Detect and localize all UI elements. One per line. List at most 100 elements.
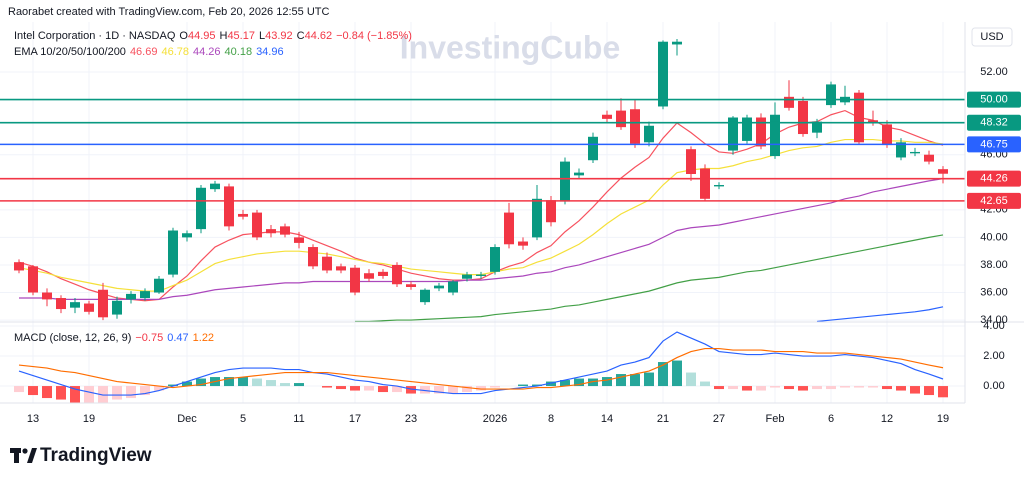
candle-body [126, 293, 136, 300]
candle-body [350, 267, 360, 293]
histogram-bar [910, 386, 920, 394]
level-label: 48.32 [980, 117, 1008, 129]
candle-body [154, 278, 164, 293]
currency-box[interactable] [971, 27, 1013, 47]
histogram-bar [322, 386, 332, 388]
ema-line [19, 178, 944, 300]
x-tick-label: Dec [177, 413, 197, 425]
candle-body [210, 183, 220, 190]
x-tick-label: 19 [937, 413, 949, 425]
histogram-bar [616, 374, 626, 387]
ohlc-value: 44.95 [188, 30, 216, 42]
candle-body [98, 289, 108, 318]
histogram-bar [350, 386, 360, 391]
candle-body [546, 200, 556, 223]
x-tick-label: 8 [548, 413, 554, 425]
candle-body [616, 110, 626, 128]
macd-value: 0.47 [167, 332, 188, 344]
candle-body [644, 125, 654, 143]
histogram-bar [224, 377, 234, 387]
candle-body [728, 117, 738, 151]
macd-title: MACD (close, 12, 26, 9) [14, 332, 131, 344]
histogram-bar [462, 386, 472, 393]
histogram-bar [728, 386, 738, 390]
x-tick-label: 27 [713, 413, 725, 425]
candle-body [742, 117, 752, 141]
watermark: InvestingCube [400, 29, 620, 65]
ohlc-value: 44.62 [305, 30, 333, 42]
histogram-bar [490, 386, 500, 388]
histogram-bar [770, 386, 780, 388]
histogram-bar [938, 386, 948, 398]
histogram-bar [742, 386, 752, 391]
histogram-bar [476, 386, 486, 391]
candle-body [238, 213, 248, 217]
candle-body [434, 285, 444, 289]
candle-body [602, 114, 612, 119]
histogram-bar [70, 386, 80, 403]
ohlc-key: O [179, 30, 188, 42]
macd-value: −0.75 [135, 332, 163, 344]
ema-value: 44.26 [193, 46, 221, 58]
credit: Raorabet created with TradingView.com, F… [8, 6, 329, 18]
ohlc-key: H [219, 30, 227, 42]
macd-line [18, 331, 944, 396]
candle-body [392, 264, 402, 285]
candle-body [560, 161, 570, 202]
ema-legend: EMA 10/20/50/100/200 46.69 46.78 44.26 40.18… [14, 46, 284, 58]
x-tick-label: Feb [766, 413, 785, 425]
histogram-bar [434, 386, 444, 394]
candle-body [910, 151, 920, 154]
candle-body [252, 212, 262, 238]
level-label-box [967, 114, 1021, 131]
histogram-bar [154, 386, 164, 391]
candle-body [490, 247, 500, 272]
histogram-bar [406, 386, 416, 394]
candle-body [714, 185, 724, 187]
ema-value: 34.96 [256, 46, 284, 58]
candle-body [686, 149, 696, 174]
histogram-bar [756, 386, 766, 391]
histogram-bar [518, 384, 528, 387]
candle-body [140, 291, 150, 299]
histogram-bar [854, 386, 864, 388]
ema-line [18, 138, 944, 292]
y-tick-label: 36.00 [980, 286, 1008, 298]
candle-body [308, 247, 318, 267]
candle-body [378, 271, 388, 276]
histogram-bar [644, 372, 654, 387]
x-tick-label: 17 [349, 413, 361, 425]
candle-body [938, 169, 948, 174]
y-tick-label: 2.00 [983, 350, 1004, 362]
candle-body [364, 273, 374, 279]
currency[interactable]: USD [980, 31, 1003, 43]
level-label: 44.26 [980, 173, 1008, 185]
histogram-bar [280, 383, 290, 387]
candle-body [658, 41, 668, 107]
candle-body [756, 117, 766, 147]
candle-body [406, 284, 416, 287]
change: −0.84 (−1.85%) [336, 30, 412, 42]
candle-body [826, 84, 836, 106]
candle-body [504, 212, 514, 245]
candle-body [168, 230, 178, 275]
histogram-bar [812, 386, 822, 390]
ema-value: 40.18 [225, 46, 253, 58]
candle-body [266, 229, 276, 234]
histogram-bar [532, 384, 542, 387]
x-tick-label: 14 [601, 413, 613, 425]
histogram-bar [28, 386, 38, 396]
x-tick-label: 2026 [483, 413, 507, 425]
candle-body [56, 298, 66, 310]
y-tick-label: 34.00 [980, 314, 1008, 326]
ohlc-key: L [259, 30, 265, 42]
candle-body [42, 292, 52, 300]
histogram-bar [840, 386, 850, 388]
ohlc-value: 45.17 [227, 30, 255, 42]
histogram-bar [42, 386, 52, 399]
histogram-bar [658, 362, 668, 387]
candle-body [448, 281, 458, 293]
histogram-bar [602, 377, 612, 387]
candle-body [322, 256, 332, 271]
histogram-bar [924, 386, 934, 396]
